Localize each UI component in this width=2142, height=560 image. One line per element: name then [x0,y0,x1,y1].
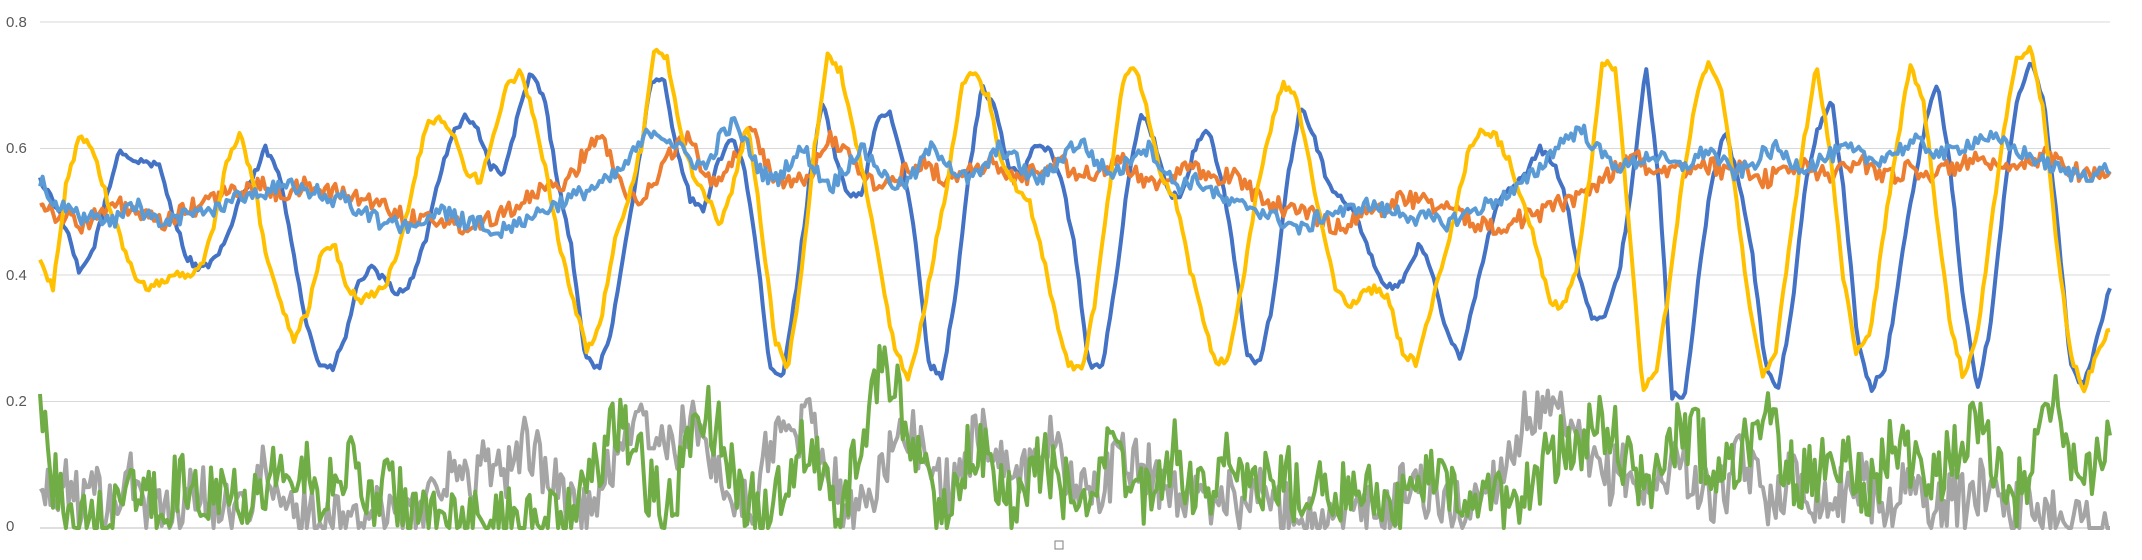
y-tick-label: 0.2 [6,393,27,410]
resize-handle[interactable] [1054,540,1064,550]
y-tick-label: 0.6 [6,140,27,157]
series-line-3 [39,388,2110,530]
series-line-2 [39,125,2112,236]
series-line-1 [38,61,2112,401]
series-line-6 [38,344,2112,530]
y-tick-label: 0.8 [6,14,27,31]
y-tick-label: 0 [6,518,15,535]
series-line-4 [38,45,2111,394]
y-tick-label: 0.4 [6,267,27,284]
series-line-5 [38,116,2112,239]
